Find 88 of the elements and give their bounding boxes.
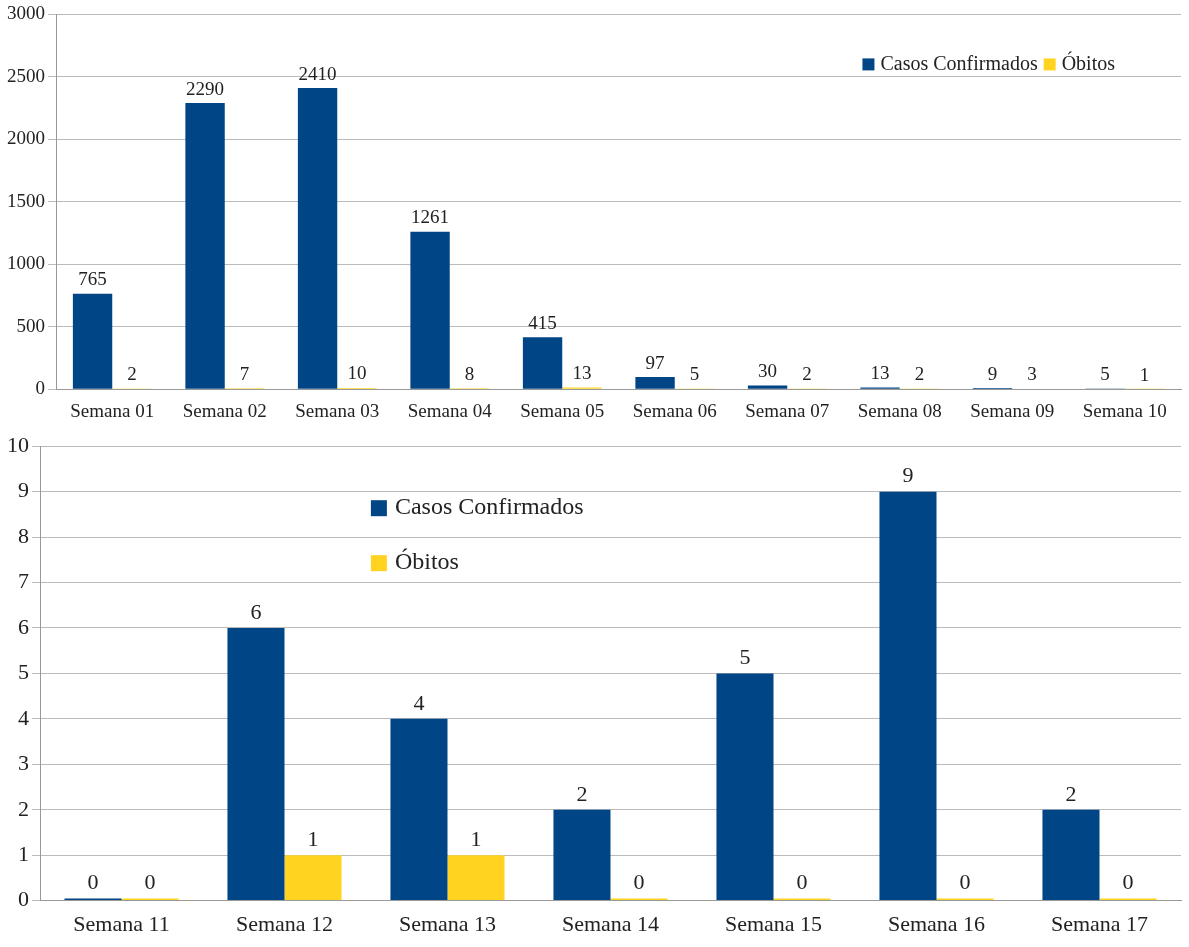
data-label: 765 (78, 268, 107, 290)
bar (635, 377, 675, 389)
x-tick-label: Semana 13 (398, 910, 497, 936)
data-label: 7 (239, 362, 250, 384)
data-label: 0 (633, 869, 645, 895)
bar (390, 718, 448, 901)
x-tick-label: Semana 11 (73, 910, 170, 936)
data-label: 0 (796, 869, 808, 895)
y-tick-label: 2500 (7, 64, 45, 86)
x-tick-label: Semana 01 (70, 399, 155, 421)
data-label: 5 (1100, 363, 1110, 385)
x-tick-label: Semana 02 (182, 399, 267, 421)
y-tick-label: 0 (35, 377, 45, 399)
bar (284, 855, 342, 901)
data-label: 0 (1122, 869, 1134, 895)
data-label: 2 (802, 363, 812, 385)
data-label: 0 (959, 869, 971, 895)
data-label: 2 (576, 780, 588, 806)
data-label: 2 (1065, 780, 1077, 806)
data-label: 1 (307, 825, 319, 851)
y-tick-label: 0 (18, 886, 29, 912)
x-tick-label: Semana 07 (745, 399, 830, 421)
bar (410, 231, 450, 389)
x-tick-label: Semana 03 (295, 399, 380, 421)
bar (879, 491, 937, 901)
data-label: 9 (902, 462, 914, 488)
data-label: 0 (87, 869, 99, 895)
y-tick-label: 3000 (7, 2, 45, 24)
bar (1042, 809, 1100, 901)
y-tick-label: 4 (18, 704, 29, 730)
data-label: 10 (347, 362, 367, 384)
x-tick-label: Semana 08 (857, 399, 942, 421)
y-tick-label: 8 (18, 522, 29, 548)
x-tick-label: Semana 05 (520, 399, 605, 421)
legend-label: Óbitos (394, 548, 459, 575)
bar (522, 337, 563, 389)
data-label: 9 (987, 362, 998, 384)
bar (716, 673, 774, 901)
x-tick-label: Semana 15 (724, 910, 823, 936)
x-tick-label: Semana 04 (407, 399, 493, 421)
x-tick-label: Semana 12 (235, 910, 334, 936)
y-tick-label: 3 (18, 750, 29, 776)
bar (297, 88, 338, 389)
y-tick-label: 1500 (7, 189, 45, 211)
x-tick-label: Semana 06 (632, 399, 717, 421)
data-label: 5 (739, 644, 751, 670)
x-tick-label: Semana 10 (1082, 399, 1167, 421)
data-label: 1 (470, 825, 482, 851)
bar (72, 293, 113, 389)
data-label: 415 (528, 311, 557, 333)
data-label: 4 (413, 689, 425, 715)
data-label: 13 (572, 362, 592, 384)
data-label: 13 (870, 362, 890, 384)
y-tick-label: 6 (18, 613, 29, 639)
bar (227, 627, 285, 901)
y-tick-label: 2000 (7, 127, 45, 149)
x-tick-label: Semana 16 (887, 910, 986, 936)
data-label: 6 (250, 598, 262, 624)
data-label: 2 (127, 363, 137, 385)
data-label: 1 (1139, 363, 1150, 385)
x-tick-label: Semana 14 (561, 910, 660, 936)
y-tick-label: 7 (18, 568, 29, 594)
data-label: 2 (914, 363, 925, 385)
legend-label: Óbitos (1061, 50, 1116, 74)
data-label: 2410 (298, 62, 337, 84)
data-label: 30 (758, 359, 778, 381)
data-label: 97 (645, 351, 665, 373)
bar (747, 385, 788, 389)
data-label: 1261 (411, 206, 450, 228)
y-tick-label: 1000 (7, 252, 45, 274)
bar (553, 809, 611, 901)
y-tick-label: 2 (18, 795, 29, 821)
legend-label: Casos Confirmados (880, 51, 1038, 74)
bar (447, 855, 505, 901)
y-tick-label: 5 (18, 659, 29, 685)
y-tick-label: 9 (18, 477, 29, 503)
x-tick-label: Semana 09 (970, 399, 1055, 421)
x-tick-label: Semana 17 (1050, 910, 1149, 936)
y-tick-label: 10 (7, 431, 29, 457)
data-label: 3 (1027, 363, 1037, 385)
y-tick-label: 1 (18, 840, 29, 866)
data-label: 8 (464, 362, 475, 384)
y-tick-label: 500 (16, 314, 45, 336)
bar (185, 103, 225, 389)
legend-label: Casos Confirmados (394, 493, 584, 520)
data-label: 5 (689, 363, 700, 385)
data-label: 0 (144, 869, 156, 895)
data-label: 2290 (186, 77, 225, 99)
